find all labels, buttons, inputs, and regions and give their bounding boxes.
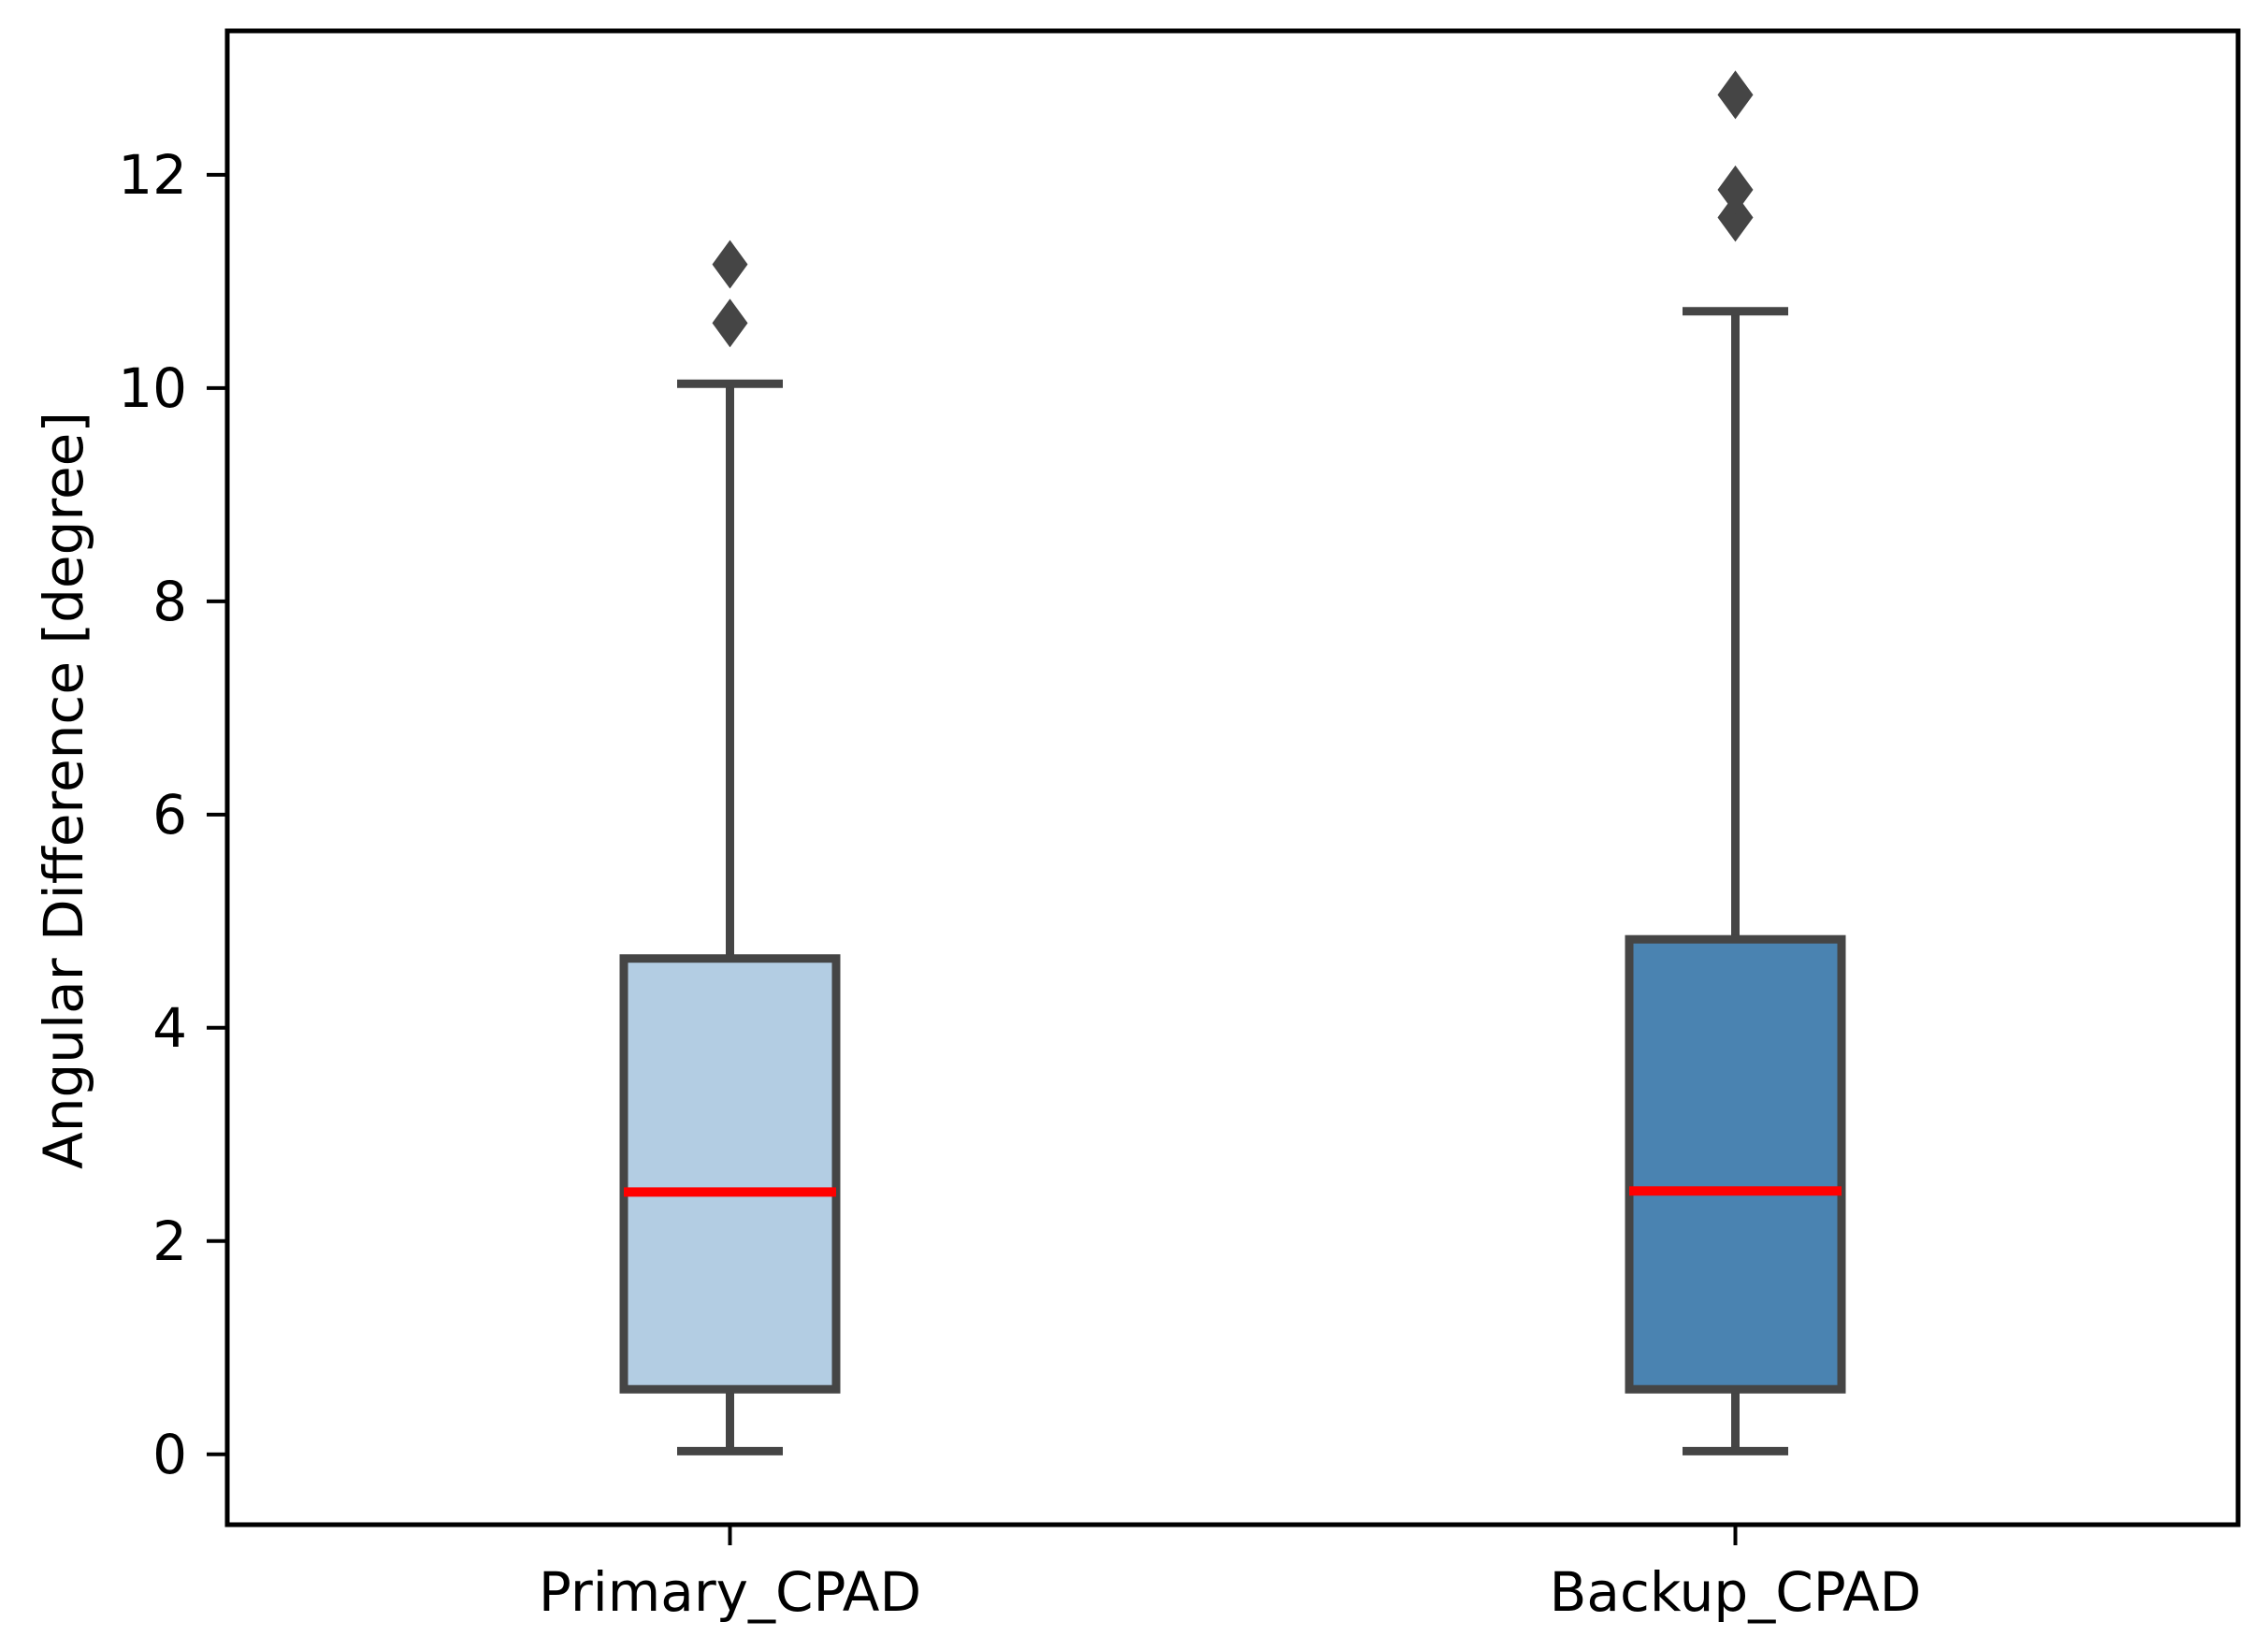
y-tick-label-0: 0 [152, 1422, 187, 1486]
outlier-diamond [712, 298, 748, 348]
outlier-diamond [712, 239, 748, 289]
y-tick-label-2: 2 [152, 1209, 187, 1273]
y-tick-label-6: 6 [152, 782, 187, 847]
y-tick-label-4: 4 [152, 995, 187, 1060]
box-Primary_CPAD [619, 954, 841, 1394]
y-tick-label-8: 8 [152, 569, 187, 633]
plot-spines [224, 28, 2241, 1527]
outlier-diamond [1717, 70, 1754, 120]
y-tick-label-10: 10 [118, 355, 187, 420]
x-tick-label-Backup_CPAD: Backup_CPAD [1549, 1560, 1922, 1624]
box-Backup_CPAD [1625, 934, 1846, 1394]
outlier-diamond [1717, 193, 1754, 242]
x-tick-label-Primary_CPAD: Primary_CPAD [538, 1560, 922, 1624]
outlier-diamond [1717, 165, 1754, 214]
y-tick-label-12: 12 [118, 142, 187, 207]
